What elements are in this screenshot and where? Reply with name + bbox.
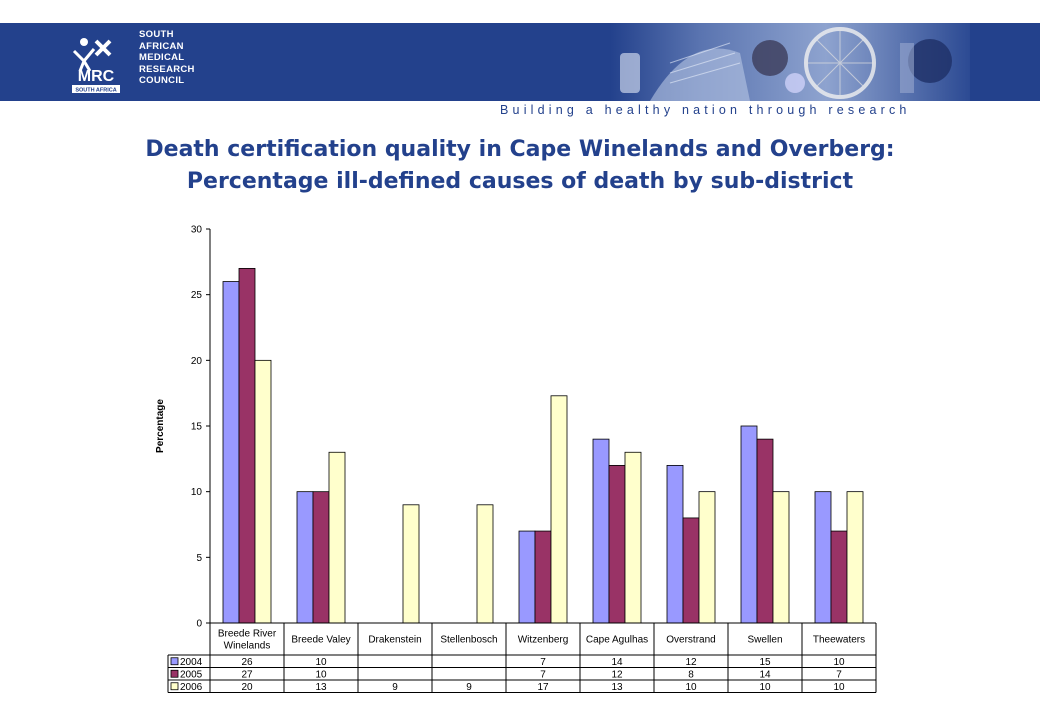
bar-2005 [830, 530, 848, 624]
category-label: Theewaters [813, 635, 865, 646]
org-line: SOUTH [139, 29, 174, 40]
bar-2006 [846, 491, 864, 624]
bar-2006 [328, 451, 346, 624]
bar-2004 [740, 425, 758, 624]
data-label: 10 [759, 682, 771, 693]
bar-2004 [666, 464, 684, 624]
data-label: 12 [611, 669, 623, 680]
data-label: 27 [241, 669, 253, 680]
data-label: 7 [540, 657, 546, 668]
org-line: RESEARCH [139, 63, 195, 75]
category-label: Breede Valey [291, 635, 350, 646]
data-label: 20 [241, 682, 253, 693]
y-tick-label: 0 [196, 619, 202, 630]
y-axis-label: Percentage [155, 399, 166, 453]
category-label: Overstrand [666, 635, 715, 646]
logo-subtext: SOUTH AFRICA [75, 88, 116, 94]
bar-2005 [534, 530, 552, 624]
data-label: 10 [315, 669, 327, 680]
org-line: MEDICAL [139, 52, 185, 63]
legend-swatch-2006 [170, 682, 179, 691]
data-label: 9 [466, 682, 472, 693]
data-label: 14 [611, 657, 623, 668]
chart-title: Death certification quality in Cape Wine… [0, 134, 1040, 198]
category-label: Winelands [224, 641, 271, 652]
legend-swatch-2005 [170, 669, 179, 678]
bar-2004 [296, 491, 314, 624]
category-label: Stellenbosch [440, 635, 497, 646]
mrc-logo: MRC SOUTH AFRICA [70, 31, 122, 95]
legend-label: 2005 [180, 669, 203, 680]
legend-swatch-2004 [170, 657, 179, 666]
bar-2004 [592, 438, 610, 624]
data-label: 12 [685, 657, 697, 668]
header-photo-collage [610, 23, 970, 101]
legend-label: 2006 [180, 682, 203, 693]
data-label: 8 [688, 669, 694, 680]
data-label: 10 [315, 657, 327, 668]
bar-2006 [550, 395, 568, 624]
bar-2006 [698, 491, 716, 624]
data-label: 9 [392, 682, 398, 693]
y-tick-label: 10 [191, 487, 203, 498]
data-label: 13 [315, 682, 327, 693]
title-line: Percentage ill-defined causes of death b… [186, 169, 854, 194]
data-label: 10 [833, 682, 845, 693]
bar-2004 [518, 530, 536, 624]
category-label: Drakenstein [368, 635, 421, 646]
org-name: SOUTH AFRICAN MEDICAL RESEARCH COUNCIL [139, 29, 195, 87]
data-label: 14 [759, 669, 771, 680]
data-label: 7 [836, 669, 842, 680]
bar-2005 [682, 517, 700, 624]
data-label: 10 [833, 657, 845, 668]
bar-2004 [814, 491, 832, 624]
bar-2005 [312, 491, 330, 624]
data-label: 7 [540, 669, 546, 680]
category-label: Swellen [747, 635, 782, 646]
data-label: 26 [241, 657, 253, 668]
title-line: Death certification quality in Cape Wine… [145, 137, 895, 162]
y-tick-label: 30 [191, 225, 203, 236]
logo-text: MRC [78, 68, 115, 85]
category-label: Witzenberg [518, 635, 569, 646]
legend-label: 2004 [180, 657, 203, 668]
data-label: 10 [685, 682, 697, 693]
data-label: 15 [759, 657, 771, 668]
category-label: Cape Agulhas [586, 635, 648, 646]
y-tick-label: 5 [196, 553, 202, 564]
y-tick-label: 20 [191, 356, 203, 367]
org-line: AFRICAN [139, 40, 184, 52]
category-label: Breede River [218, 629, 277, 640]
data-label: 17 [537, 682, 549, 693]
y-tick-label: 25 [191, 290, 203, 301]
bar-2006 [476, 504, 494, 624]
bar-2004 [222, 281, 240, 624]
bar-2005 [756, 438, 774, 624]
bar-2006 [254, 359, 272, 624]
bar-2005 [238, 267, 256, 624]
org-line: COUNCIL [139, 75, 185, 86]
bar-2005 [608, 464, 626, 624]
tagline: Building a healthy nation through resear… [500, 103, 911, 117]
bar-2006 [402, 504, 420, 624]
y-tick-label: 15 [191, 422, 203, 433]
bar-2006 [772, 491, 790, 624]
data-label: 13 [611, 682, 623, 693]
bar-2006 [624, 451, 642, 624]
